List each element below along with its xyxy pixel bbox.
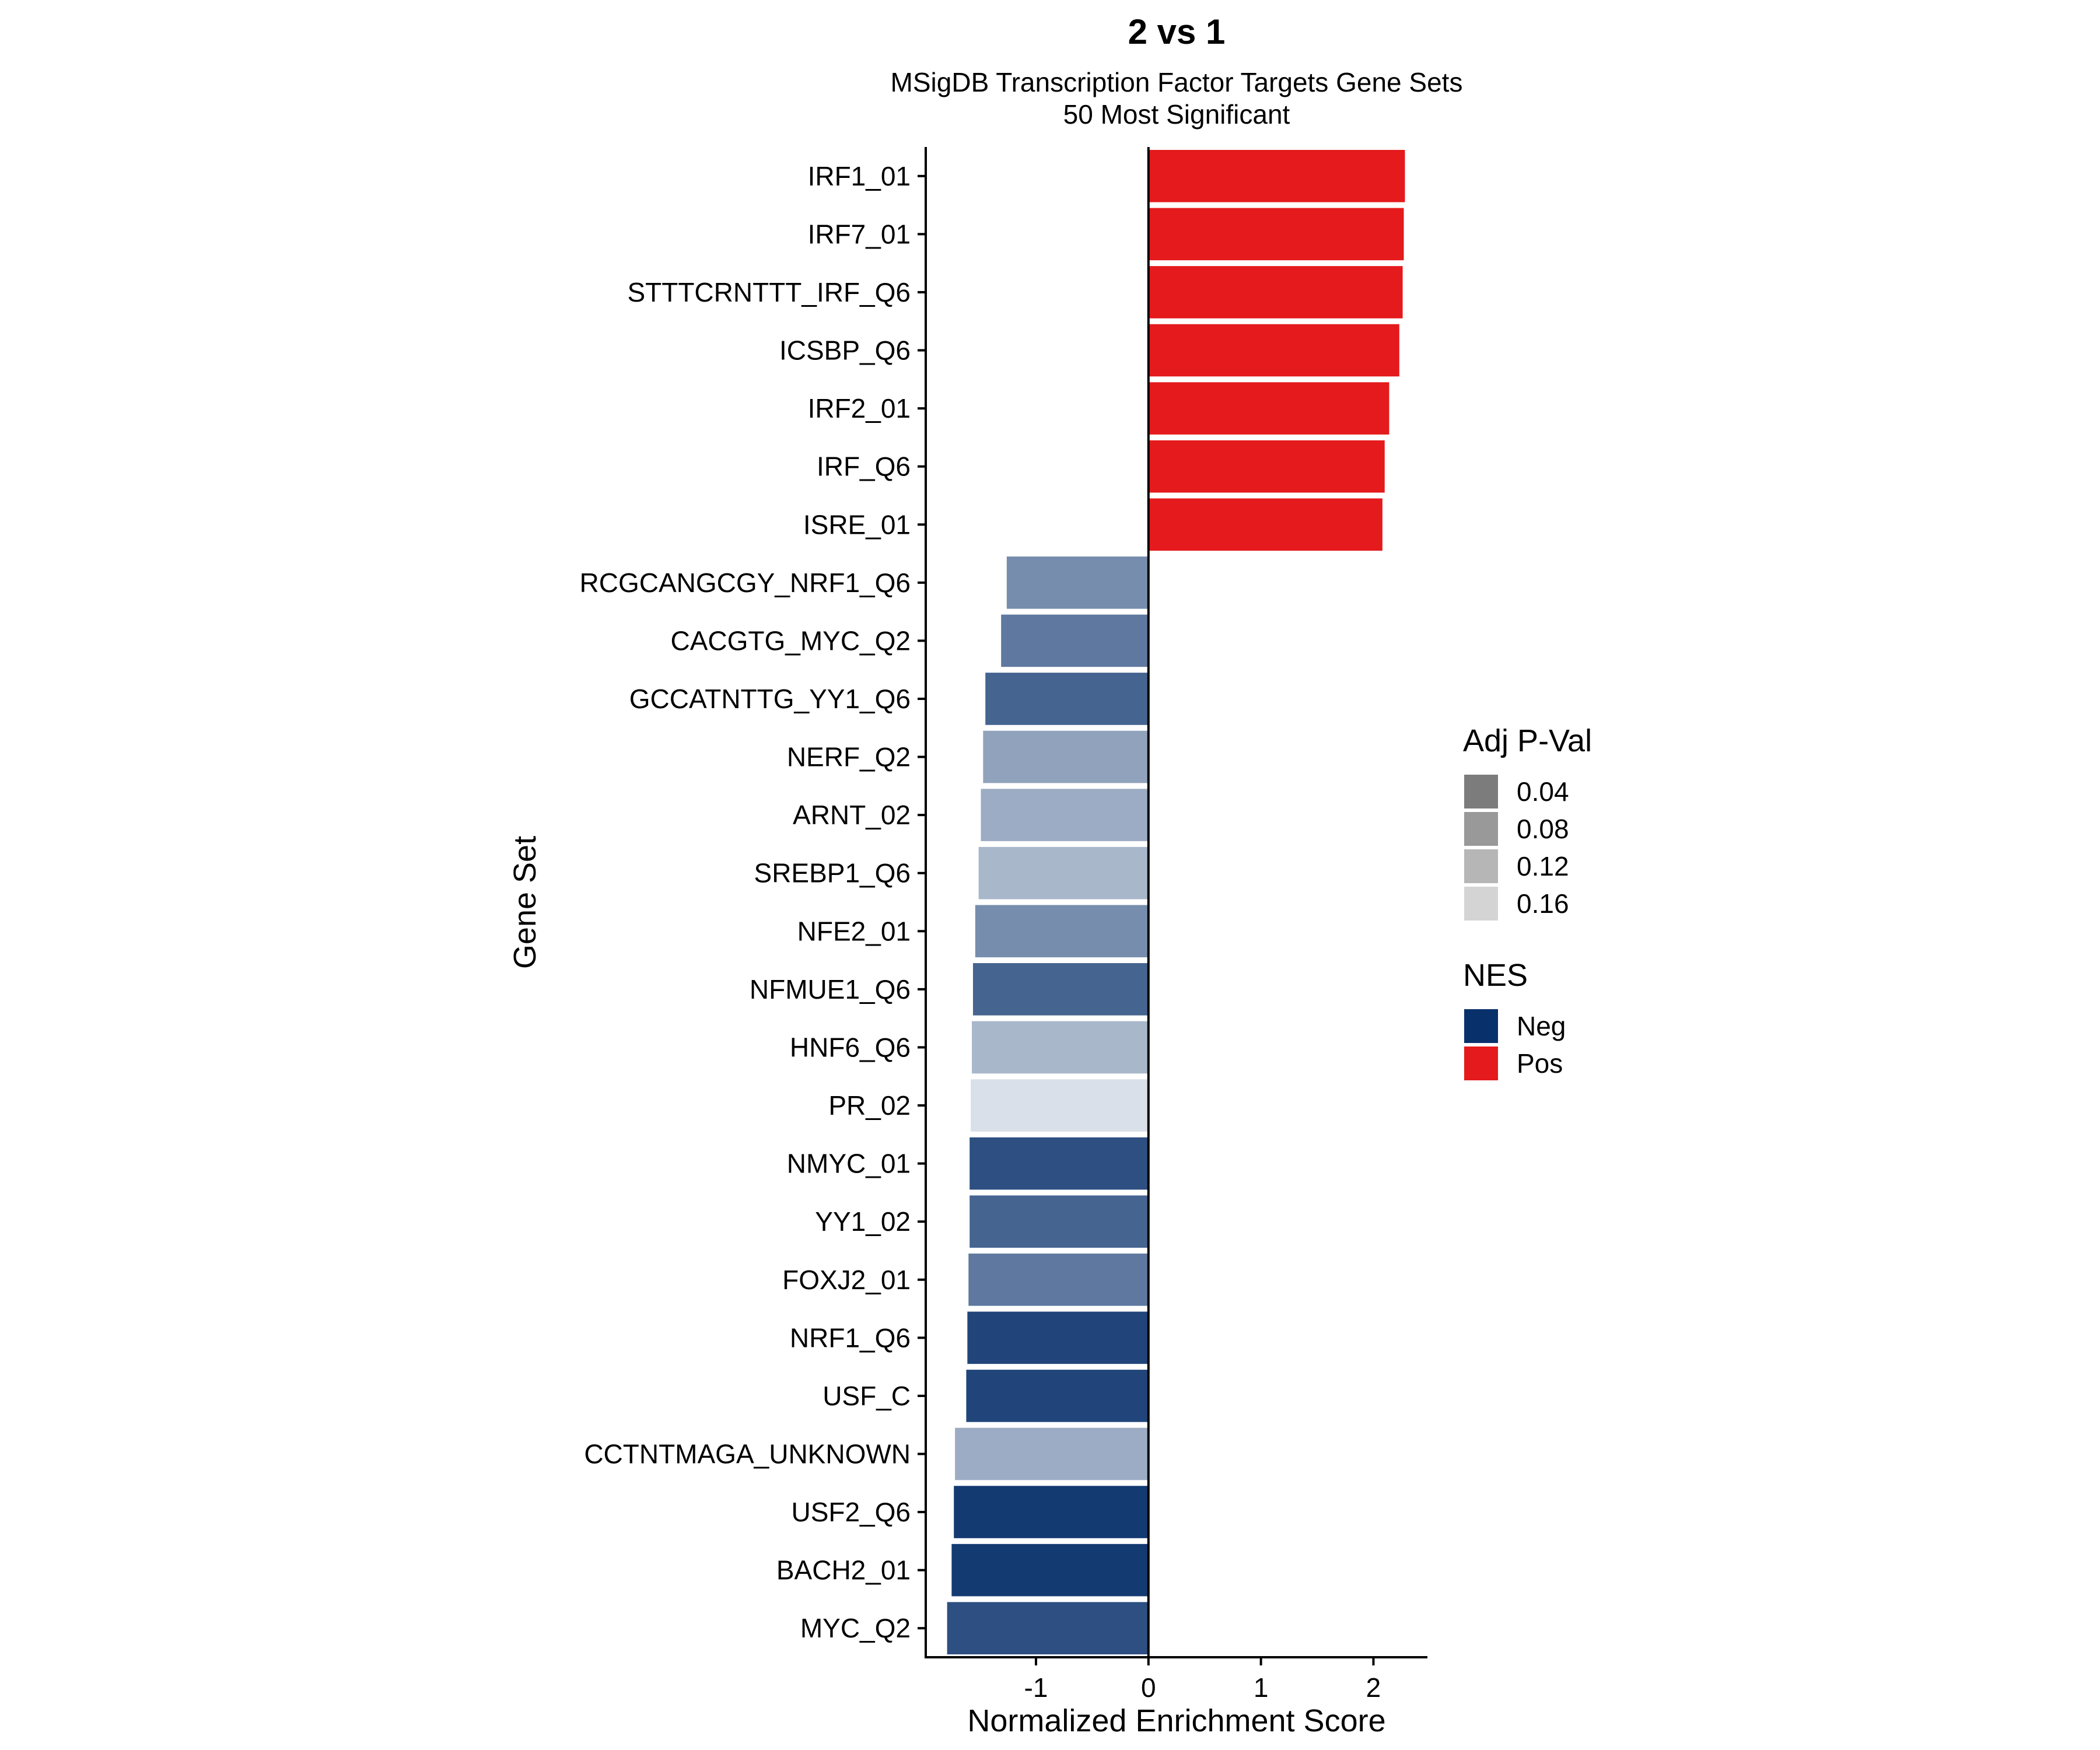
bar-nrf1-q6 (967, 1311, 1149, 1364)
legend-pval-label-1: 0.04 (1517, 776, 1569, 807)
y-tick-label: NFMUE1_Q6 (750, 974, 911, 1005)
bar-pr-02 (971, 1079, 1149, 1132)
bars-group (947, 149, 1405, 1655)
chart-title: 2 vs 1 (1128, 12, 1226, 51)
y-tick-label: IRF1_01 (808, 161, 911, 191)
x-tick-label: 2 (1366, 1672, 1381, 1703)
y-axis-title: Gene Set (508, 836, 542, 969)
bar-gccatnttg-yy1-q6 (985, 673, 1149, 725)
y-tick-label: IRF_Q6 (817, 452, 911, 482)
y-tick-label: FOXJ2_01 (782, 1265, 911, 1295)
y-tick-label: NMYC_01 (787, 1149, 911, 1179)
bar-nfmue1-q6 (972, 963, 1149, 1016)
bar-irf-q6 (1148, 440, 1385, 493)
legend-pval-label-3: 0.12 (1517, 851, 1569, 881)
y-tick-label: IRF7_01 (808, 219, 911, 249)
y-tick-label: SREBP1_Q6 (754, 858, 911, 888)
y-tick-label: CCTNTMAGA_UNKNOWN (584, 1438, 911, 1469)
y-axis-ticks: IRF1_01 IRF7_01 STTTCRNTTT_IRF_Q6 ICSBP_Q6 I… (580, 161, 926, 1643)
x-tick-label: 0 (1141, 1672, 1156, 1703)
bar-usf-c (966, 1370, 1149, 1422)
bar-nmyc-01 (970, 1137, 1149, 1190)
bar-stttcrnttt-irf-q6 (1148, 266, 1403, 318)
bar-nerf-q2 (983, 730, 1149, 783)
legend-pval-swatch-1 (1464, 775, 1498, 808)
y-tick-label: GCCATNTTG_YY1_Q6 (629, 684, 911, 714)
legend: Adj P-Val 0.04 0.08 0.12 0.16 NES Neg Po… (1463, 723, 1592, 1080)
bar-icsbp-q6 (1148, 324, 1399, 377)
y-tick-label: RCGCANGCGY_NRF1_Q6 (580, 568, 911, 598)
bar-cctntmaga-unknown (955, 1427, 1149, 1480)
y-tick-label: NFE2_01 (797, 916, 911, 946)
x-axis-title: Normalized Enrichment Score (967, 1703, 1385, 1738)
y-tick-label: ICSBP_Q6 (779, 335, 911, 366)
bar-irf7-01 (1148, 208, 1404, 261)
bar-irf1-01 (1148, 149, 1405, 202)
bar-isre-01 (1148, 498, 1382, 551)
chart-subtitle-line-2: 50 Most Significant (1063, 99, 1290, 130)
y-tick-label: NRF1_Q6 (790, 1322, 911, 1353)
bar-srebp1-q6 (978, 846, 1149, 900)
bar-myc-q2 (947, 1602, 1149, 1655)
y-tick-label: BACH2_01 (776, 1555, 911, 1586)
y-tick-label: IRF2_01 (808, 393, 911, 424)
y-tick-label: USF_C (822, 1381, 911, 1411)
legend-pval-swatch-3 (1464, 849, 1498, 883)
bar-rcgcangcgy-nrf1-q6 (1006, 556, 1149, 609)
y-tick-label: PR_02 (828, 1090, 911, 1121)
bar-arnt-02 (981, 789, 1149, 841)
legend-pval-swatch-4 (1464, 887, 1498, 921)
x-tick-label: -1 (1024, 1672, 1048, 1703)
legend-nes-label-pos: Pos (1517, 1048, 1563, 1079)
x-axis-ticks: -1 0 1 2 (1024, 1657, 1381, 1703)
bar-yy1-02 (970, 1195, 1149, 1248)
x-tick-label: 1 (1254, 1672, 1269, 1703)
y-tick-label: CACGTG_MYC_Q2 (670, 625, 911, 656)
bar-foxj2-01 (968, 1253, 1149, 1306)
bar-irf2-01 (1148, 382, 1390, 435)
legend-pval-title: Adj P-Val (1463, 723, 1592, 758)
y-tick-label: HNF6_Q6 (790, 1032, 911, 1062)
bar-usf2-q6 (954, 1486, 1149, 1538)
y-tick-label: ISRE_01 (803, 509, 911, 540)
legend-pval-swatch-2 (1464, 812, 1498, 846)
bar-bach2-01 (951, 1544, 1149, 1597)
legend-pval-label-2: 0.08 (1517, 814, 1569, 844)
bar-nfe2-01 (975, 905, 1149, 958)
y-tick-label: STTTCRNTTT_IRF_Q6 (627, 277, 911, 307)
chart-subtitle-line-1: MSigDB Transcription Factor Targets Gene… (891, 67, 1463, 97)
y-tick-label: MYC_Q2 (800, 1613, 911, 1643)
legend-nes-swatch-neg (1464, 1009, 1498, 1043)
y-tick-label: NERF_Q2 (787, 742, 911, 772)
y-tick-label: ARNT_02 (793, 800, 911, 830)
y-tick-label: YY1_02 (815, 1206, 911, 1237)
y-tick-label: USF2_Q6 (791, 1497, 911, 1527)
legend-nes-title: NES (1463, 958, 1528, 993)
bar-cacgtg-myc-q2 (1001, 614, 1149, 667)
legend-nes-label-neg: Neg (1517, 1011, 1566, 1041)
bar-hnf6-q6 (972, 1021, 1149, 1074)
legend-nes-swatch-pos (1464, 1046, 1498, 1080)
legend-pval-label-4: 0.16 (1517, 888, 1569, 919)
